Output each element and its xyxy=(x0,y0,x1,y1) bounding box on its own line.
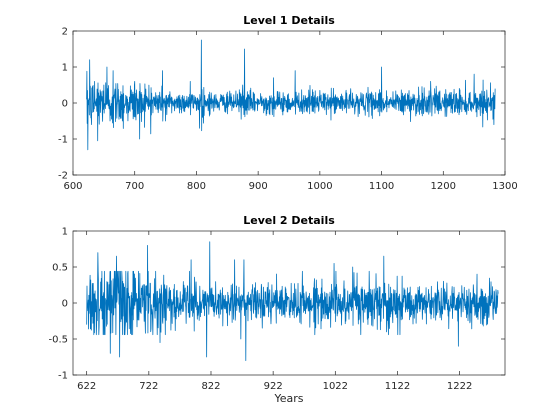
level-2-x-tick-label: 622 xyxy=(77,381,96,392)
level-1-x-tick-label: 900 xyxy=(249,181,268,192)
level-2-x-axis-label: Years xyxy=(273,392,303,405)
level-1-x-tick-label: 1100 xyxy=(369,181,394,192)
level-1-series-line xyxy=(86,39,496,151)
level-1-y-tick-label: 1 xyxy=(62,63,68,74)
level-1-x-tick-label: 1200 xyxy=(431,181,456,192)
level-2-x-tick-label: 1122 xyxy=(385,381,410,392)
level-2-x-tick-label: 1222 xyxy=(447,381,472,392)
level-1-y-tick-label: 2 xyxy=(62,27,68,38)
level-1-y-tick-label: -1 xyxy=(58,135,68,146)
level-2-y-tick-label: 0.5 xyxy=(52,263,68,274)
level-1-x-tick-label: 1000 xyxy=(307,181,332,192)
level-2-series-line xyxy=(86,241,499,361)
level-1-x-tick-label: 800 xyxy=(187,181,206,192)
level-2-y-tick-label: 1 xyxy=(62,227,68,238)
level-2-x-tick-label: 922 xyxy=(264,381,283,392)
level-2-ticks: 622 722 822 922 1022 1122 1222 -1 -0.5 0 0.5 1 xyxy=(48,227,505,392)
level-1-x-tick-label: 600 xyxy=(63,181,82,192)
level-1-y-tick-label: 0 xyxy=(62,99,68,110)
level-2-x-tick-label: 722 xyxy=(139,381,158,392)
level-1-title: Level 1 Details xyxy=(243,14,335,27)
level-1-x-tick-label: 1300 xyxy=(492,181,517,192)
level-2-axes: 622 722 822 922 1022 1122 1222 -1 -0.5 0 0.5 1 Leve… xyxy=(48,214,506,405)
level-2-plot-frame xyxy=(72,230,506,376)
level-1-ticks: 600 700 800 900 1000 1100 1200 1300 -2 -1 0 1 2 xyxy=(58,27,518,193)
level-2-y-tick-label: -1 xyxy=(58,371,68,382)
level-1-plot-frame xyxy=(72,30,506,176)
level-1-y-tick-label: -2 xyxy=(58,171,68,182)
level-1-x-tick-label: 700 xyxy=(125,181,144,192)
level-2-x-tick-label: 1022 xyxy=(323,381,348,392)
level-2-y-tick-label: -0.5 xyxy=(48,335,68,346)
level-2-y-tick-label: 0 xyxy=(62,299,68,310)
level-1-axes: 600 700 800 900 1000 1100 1200 1300 -2 -1 0 1 2 Leve… xyxy=(58,14,518,192)
level-2-x-tick-label: 822 xyxy=(201,381,220,392)
level-2-title: Level 2 Details xyxy=(243,214,335,227)
